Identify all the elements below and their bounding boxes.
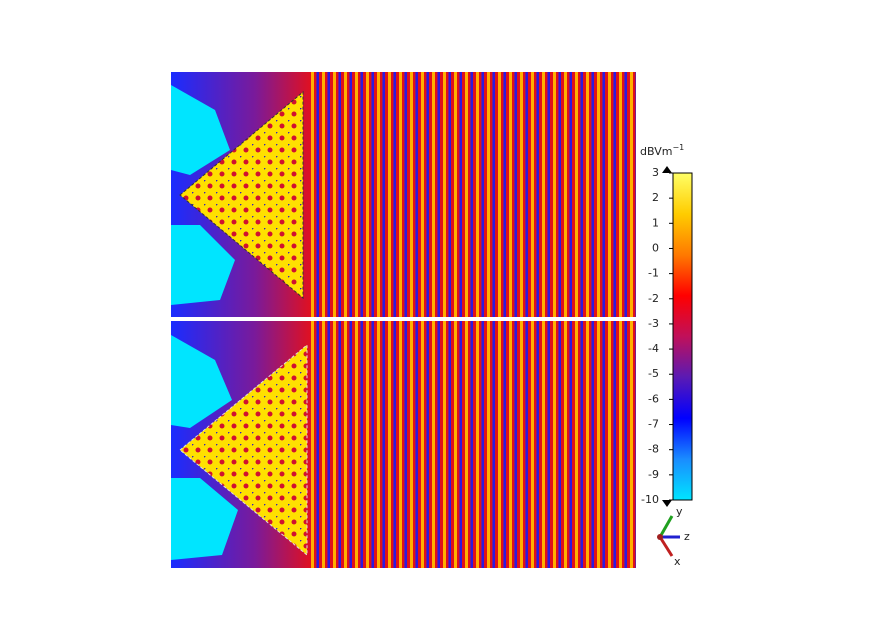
colorbar-tick-label: -6 <box>648 392 659 405</box>
colorbar-min-arrow <box>662 500 672 507</box>
colorbar-tick-label: -3 <box>648 317 659 330</box>
field-bottom <box>171 321 636 568</box>
colorbar-tick-label: -5 <box>648 367 659 380</box>
colorbar-tick-label: -1 <box>648 267 659 280</box>
colorbar-tick-label: -8 <box>648 443 659 456</box>
colorbar-unit: dBVm <box>640 145 672 158</box>
colorbar-tick-label: 1 <box>652 216 659 229</box>
triad-z: z <box>684 530 690 543</box>
colorbar-tick-label: -10 <box>641 493 659 506</box>
colorbar-label: dBVm−1 <box>640 143 684 159</box>
colorbar-tick-label: -7 <box>648 418 659 431</box>
colorbar <box>672 172 693 501</box>
triad-y: y <box>676 505 683 518</box>
colorbar-tick-label: 2 <box>652 191 659 204</box>
colorbar-tick-label: -4 <box>648 342 659 355</box>
field-top <box>171 72 636 317</box>
colorbar-tick-label: -2 <box>648 292 659 305</box>
colorbar-max-arrow <box>662 166 672 173</box>
triad-x: x <box>674 555 681 568</box>
triad: y z x <box>657 505 690 568</box>
colorbar-unit-exponent: −1 <box>672 143 684 152</box>
colorbar-tick-label: -9 <box>648 468 659 481</box>
colorbar-tick-label: 0 <box>652 241 659 254</box>
colorbar-tick-label: 3 <box>652 166 659 179</box>
